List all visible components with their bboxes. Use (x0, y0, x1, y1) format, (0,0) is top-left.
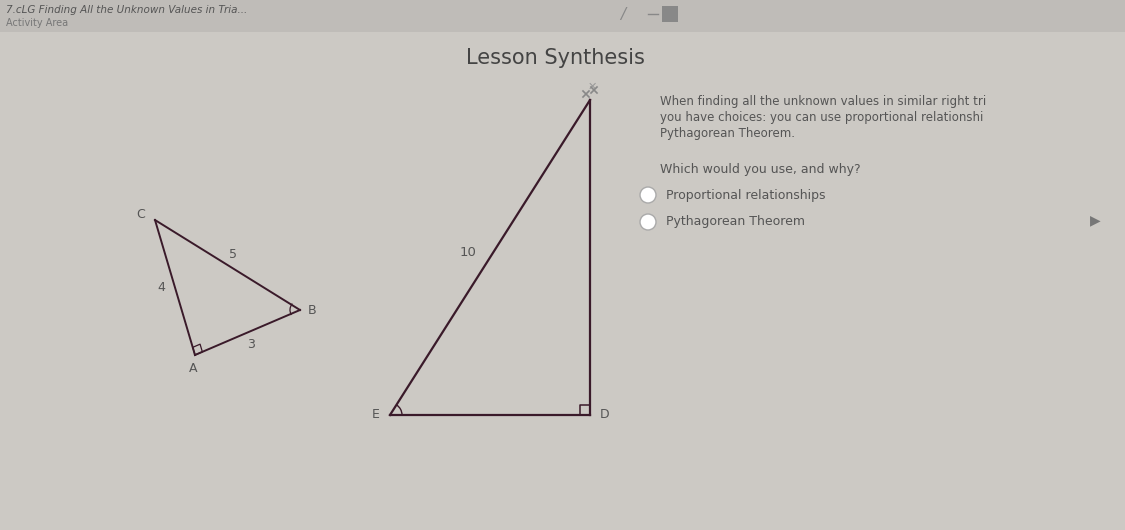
Text: Pythagorean Theorem: Pythagorean Theorem (666, 216, 806, 228)
Text: A: A (189, 361, 197, 375)
Text: 3: 3 (248, 338, 255, 351)
Text: ✕: ✕ (587, 82, 596, 92)
Text: 7.cLG Finding All the Unknown Values in Tria...: 7.cLG Finding All the Unknown Values in … (6, 5, 248, 15)
Text: C: C (136, 208, 145, 220)
Circle shape (640, 187, 656, 203)
Text: 5: 5 (229, 249, 237, 261)
Text: Which would you use, and why?: Which would you use, and why? (660, 163, 861, 176)
Text: Lesson Synthesis: Lesson Synthesis (466, 48, 645, 68)
FancyBboxPatch shape (0, 0, 1125, 32)
Text: you have choices: you can use proportional relationshi: you have choices: you can use proportion… (660, 111, 983, 125)
Text: 4: 4 (158, 281, 165, 294)
Text: Pythagorean Theorem.: Pythagorean Theorem. (660, 128, 795, 140)
Text: E: E (372, 409, 380, 421)
Text: Activity Area: Activity Area (6, 18, 69, 28)
Text: B: B (308, 304, 316, 316)
Text: When finding all the unknown values in similar right tri: When finding all the unknown values in s… (660, 95, 987, 109)
Text: Proportional relationships: Proportional relationships (666, 189, 826, 201)
FancyBboxPatch shape (662, 6, 678, 22)
Text: D: D (600, 409, 610, 421)
Text: 10: 10 (460, 246, 477, 259)
Text: /: / (620, 6, 626, 22)
Circle shape (640, 214, 656, 230)
Text: ▶: ▶ (1090, 213, 1100, 227)
